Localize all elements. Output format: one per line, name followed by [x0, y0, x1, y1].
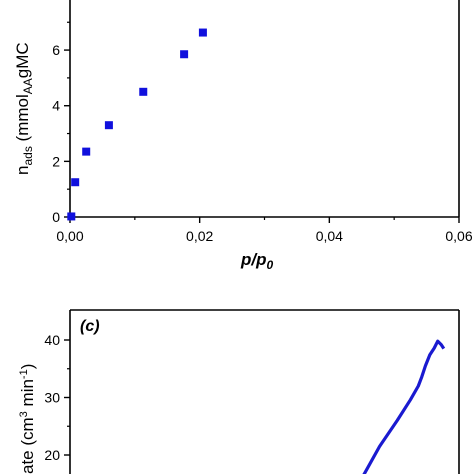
bottom-y-title-main: ate (cm	[18, 417, 37, 474]
top-y-ticks: 0 2 4 6	[52, 21, 70, 225]
top-x-title-sub: 0	[267, 258, 274, 272]
top-x-tick-label: 0,04	[316, 228, 343, 244]
bottom-panel: 20 30 40 (c) ate (cm3 min-1)	[18, 309, 460, 474]
bottom-y-tick-label: 20	[44, 447, 60, 463]
bottom-y-ticks: 20 30 40	[44, 332, 70, 463]
bottom-y-title-end: )	[18, 364, 37, 370]
top-x-ticks: 0,00 0,02 0,04 0,06	[56, 217, 473, 244]
top-y-title-sub1: ads	[21, 146, 35, 165]
top-data-points	[67, 28, 207, 221]
bottom-y-tick-label: 30	[44, 390, 60, 406]
top-y-tick-label: 4	[52, 98, 60, 114]
top-y-title-end: gMC	[13, 42, 32, 78]
top-y-title-main: n	[13, 166, 32, 175]
top-y-axis-title: nads (mmolAAgMC	[13, 42, 35, 175]
top-y-tick-label: 0	[52, 209, 60, 225]
data-point	[180, 50, 189, 59]
bottom-y-title-sup2: -1	[18, 369, 30, 379]
panel-label-c: (c)	[80, 318, 100, 335]
top-panel: 0 2 4 6 0,00 0,02 0,04 0,06 nads (mmolAAgMC p/…	[13, 0, 473, 272]
top-x-title-main: p/p	[240, 250, 267, 269]
top-y-tick-label: 6	[52, 42, 60, 58]
top-x-tick-label: 0,00	[56, 228, 83, 244]
bottom-y-title-mid: min	[18, 379, 37, 411]
data-point	[67, 212, 76, 221]
top-y-title-mid: (mmol	[13, 94, 32, 146]
bottom-y-axis-title: ate (cm3 min-1)	[18, 364, 37, 474]
data-point	[82, 147, 91, 156]
top-x-tick-label: 0,02	[186, 228, 213, 244]
bottom-series-line	[362, 339, 446, 474]
data-point	[71, 178, 80, 187]
data-point	[104, 121, 113, 130]
bottom-y-title-sup1: 3	[18, 411, 30, 417]
top-y-title-sub2: AA	[21, 78, 35, 94]
data-point	[139, 87, 148, 96]
data-point	[198, 28, 207, 37]
top-y-tick-label: 2	[52, 153, 60, 169]
bottom-y-tick-label: 40	[44, 332, 60, 348]
top-x-tick-label: 0,06	[445, 228, 472, 244]
top-x-axis-title: p/p0	[240, 250, 274, 272]
